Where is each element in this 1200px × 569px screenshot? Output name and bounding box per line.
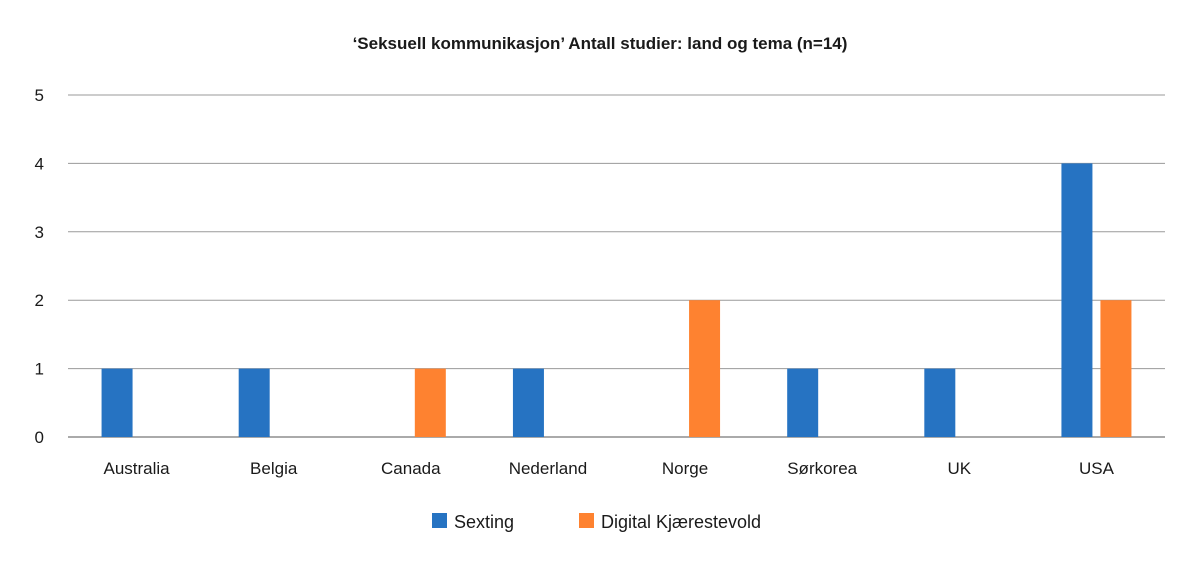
legend-item-0: Sexting (432, 512, 514, 532)
legend-swatch-1 (579, 513, 594, 528)
y-tick-label-2: 2 (35, 291, 44, 310)
bar-australia-sexting (101, 368, 133, 437)
legend-label-1: Digital Kjærestevold (601, 512, 761, 532)
x-tick-label-2: Canada (381, 459, 441, 478)
y-tick-label-5: 5 (35, 86, 44, 105)
x-tick-label-5: Sørkorea (787, 459, 857, 478)
legend-label-0: Sexting (454, 512, 514, 532)
chart-title: ‘Seksuell kommunikasjon’ Antall studier:… (352, 34, 848, 53)
legend-swatch-0 (432, 513, 447, 528)
x-axis-ticks: Australia Belgia Canada Nederland Norge Sørko… (103, 459, 1114, 478)
y-tick-label-4: 4 (35, 154, 44, 173)
y-tick-label-3: 3 (35, 223, 44, 242)
x-tick-label-1: Belgia (250, 459, 298, 478)
legend: Sexting Digital Kjærestevold (432, 512, 761, 532)
bars (101, 163, 1132, 437)
bar-sørkorea-sexting (787, 368, 819, 437)
x-tick-label-3: Nederland (509, 459, 587, 478)
bar-canada-digital-kjaerestevold (414, 368, 446, 437)
bar-uk-sexting (924, 368, 956, 437)
x-tick-label-7: USA (1079, 459, 1115, 478)
y-tick-label-0: 0 (35, 428, 44, 447)
y-tick-label-1: 1 (35, 360, 44, 379)
gridlines (68, 94, 1165, 438)
bar-usa-digital-kjaerestevold (1100, 300, 1132, 437)
bar-belgia-sexting (238, 368, 270, 437)
bar-nederland-sexting (512, 368, 544, 437)
bar-usa-sexting (1061, 163, 1093, 437)
bar-norge-digital-kjaerestevold (689, 300, 721, 437)
y-axis-ticks: 0 1 2 3 4 5 (35, 86, 44, 447)
x-tick-label-4: Norge (662, 459, 708, 478)
x-tick-label-6: UK (948, 459, 972, 478)
legend-item-1: Digital Kjærestevold (579, 512, 761, 532)
x-tick-label-0: Australia (103, 459, 170, 478)
